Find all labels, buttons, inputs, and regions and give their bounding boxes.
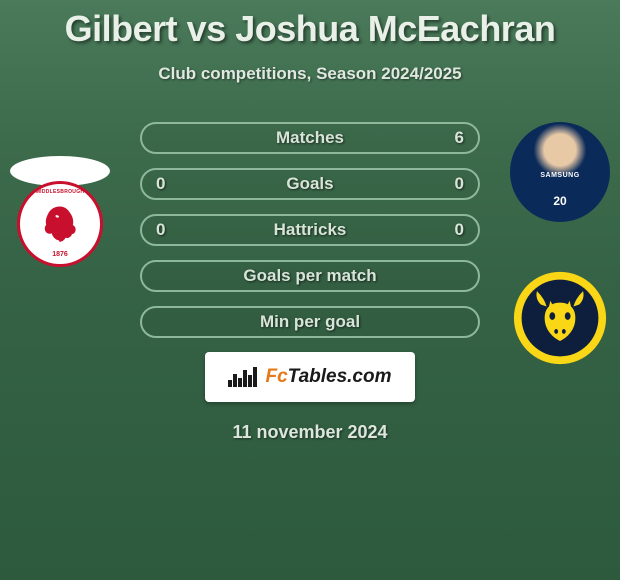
- stat-left-value: 0: [156, 220, 165, 240]
- stat-label: Goals: [286, 174, 333, 194]
- club-right-badge: OXFORD UNITED: [512, 270, 608, 366]
- stat-row-matches: Matches 6: [140, 122, 480, 154]
- comparison-card: Gilbert vs Joshua McEachran Club competi…: [0, 0, 620, 443]
- lion-icon: [37, 201, 83, 247]
- stat-left-value: 0: [156, 174, 165, 194]
- oxford-crest: OXFORD UNITED: [512, 270, 608, 366]
- stat-label: Goals per match: [243, 266, 376, 286]
- comparison-date: 11 november 2024: [0, 422, 620, 443]
- bar-chart-icon: [228, 367, 257, 387]
- stat-row-min-per-goal: Min per goal: [140, 306, 480, 338]
- brand-suffix: Tables.com: [288, 366, 392, 387]
- stat-right-value: 6: [455, 128, 464, 148]
- brand-badge: FcTables.com: [205, 352, 415, 402]
- stat-right-value: 0: [455, 220, 464, 240]
- stat-row-goals-per-match: Goals per match: [140, 260, 480, 292]
- stat-row-hattricks: 0 Hattricks 0: [140, 214, 480, 246]
- shirt-sponsor: SAMSUNG: [540, 172, 579, 179]
- page-title: Gilbert vs Joshua McEachran: [0, 8, 620, 50]
- middlesbrough-crest: [17, 181, 103, 267]
- stat-right-value: 0: [455, 174, 464, 194]
- player-right-photo: SAMSUNG: [510, 122, 610, 222]
- player-portrait: SAMSUNG: [510, 122, 610, 222]
- stat-row-goals: 0 Goals 0: [140, 168, 480, 200]
- page-subtitle: Club competitions, Season 2024/2025: [0, 64, 620, 84]
- brand-prefix: Fc: [265, 366, 287, 387]
- stat-label: Hattricks: [274, 220, 347, 240]
- brand-text: FcTables.com: [265, 366, 391, 388]
- club-left-badge: [12, 176, 108, 272]
- stats-area: SAMSUNG OXFORD: [0, 122, 620, 443]
- stat-label: Matches: [276, 128, 344, 148]
- stat-label: Min per goal: [260, 312, 360, 332]
